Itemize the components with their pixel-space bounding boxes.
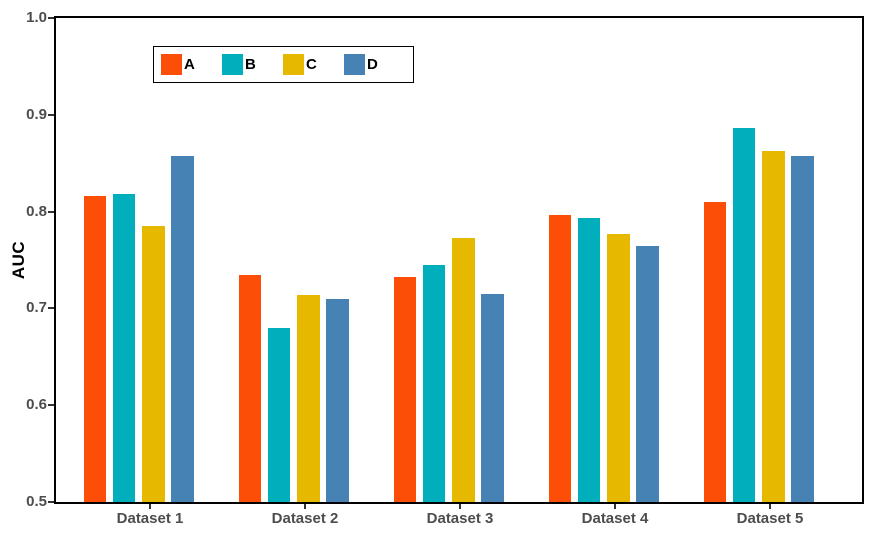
bar-a-3 — [394, 277, 417, 502]
x-category-label: Dataset 4 — [581, 510, 649, 527]
y-tick-mark — [48, 17, 54, 19]
legend-label: A — [184, 56, 195, 73]
y-tick-mark — [48, 210, 54, 213]
bar-c-2 — [297, 294, 320, 502]
y-tick-mark — [48, 501, 54, 503]
x-category-label: Dataset 1 — [116, 510, 184, 527]
legend-label: C — [306, 56, 317, 73]
y-tick-label: 0.8 — [26, 202, 47, 220]
legend-swatch-b — [222, 54, 243, 75]
y-tick-label: 0.5 — [26, 493, 47, 510]
legend-item-b: B — [222, 54, 283, 75]
x-category-label: Dataset 2 — [271, 510, 339, 527]
x-category-label: Dataset 5 — [736, 510, 804, 527]
legend-swatch-a — [161, 54, 182, 75]
legend: A B C D — [153, 46, 414, 83]
bar-d-5 — [791, 155, 814, 502]
bar-d-2 — [326, 298, 349, 502]
bar-a-4 — [549, 214, 572, 502]
x-tick-mark — [614, 504, 616, 509]
legend-swatch-d — [344, 54, 365, 75]
y-tick-label: 0.6 — [26, 396, 47, 414]
y-tick-mark — [48, 113, 54, 116]
legend-label: D — [367, 56, 378, 73]
bar-b-5 — [733, 128, 756, 502]
x-tick-mark — [769, 504, 771, 509]
legend-label: B — [245, 56, 256, 73]
bar-d-4 — [636, 245, 659, 502]
y-tick-mark — [48, 404, 54, 407]
bar-d-1 — [171, 156, 194, 502]
bar-b-3 — [423, 264, 446, 502]
legend-swatch-c — [283, 54, 304, 75]
bar-c-4 — [607, 233, 630, 502]
legend-item-c: C — [283, 54, 344, 75]
x-category-label: Dataset 3 — [426, 510, 494, 527]
bar-a-5 — [704, 201, 727, 502]
plot-area — [54, 16, 864, 504]
bar-a-2 — [239, 274, 262, 502]
bar-b-1 — [113, 194, 136, 502]
legend-item-a: A — [161, 54, 222, 75]
y-axis-title: AUC — [9, 240, 28, 280]
x-tick-mark — [304, 504, 306, 509]
bar-d-3 — [481, 293, 504, 502]
y-tick-label: 0.7 — [26, 299, 47, 317]
bar-b-4 — [578, 218, 601, 502]
x-tick-mark — [149, 504, 151, 509]
y-tick-mark — [48, 307, 54, 310]
bar-b-2 — [268, 327, 291, 502]
y-tick-label: 1.0 — [26, 9, 47, 26]
bar-c-5 — [762, 150, 785, 502]
legend-item-d: D — [344, 54, 405, 75]
x-tick-mark — [459, 504, 461, 509]
bar-c-3 — [452, 237, 475, 502]
bar-a-1 — [84, 196, 107, 502]
bar-c-1 — [142, 226, 165, 502]
y-tick-label: 0.9 — [26, 105, 47, 123]
